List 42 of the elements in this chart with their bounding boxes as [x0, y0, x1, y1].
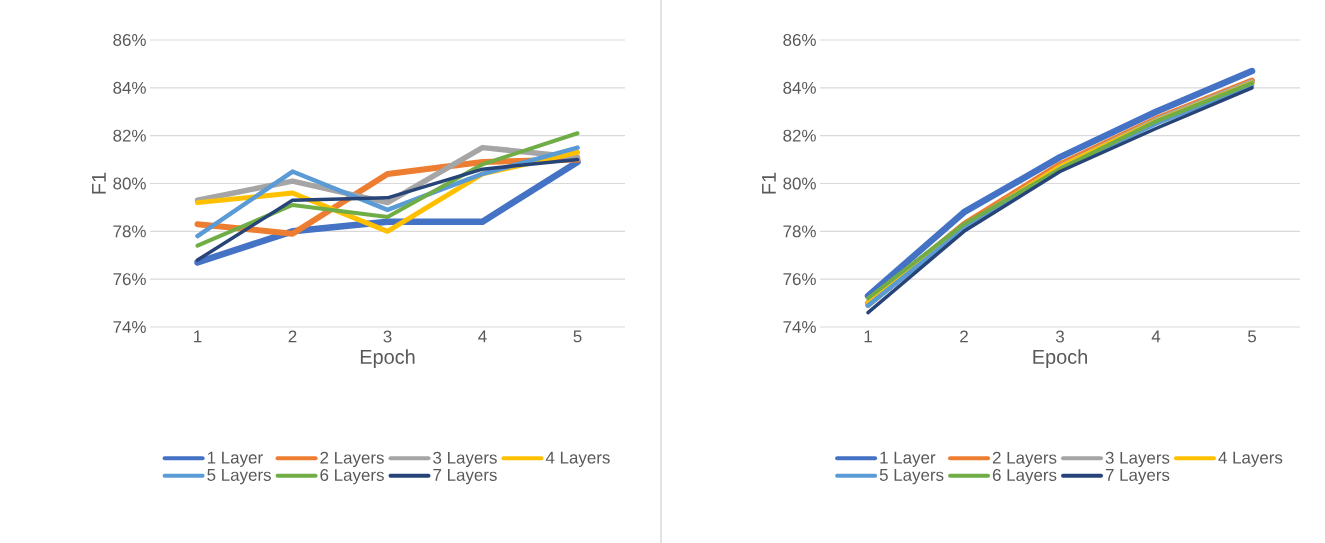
y-tick-label: 86%: [113, 33, 146, 46]
legend-label: 7 Layers: [1105, 469, 1170, 485]
y-tick-label: 74%: [783, 321, 816, 333]
y-axis-title: F1: [762, 172, 776, 194]
legend-label: 1 Layer: [207, 451, 263, 467]
y-tick-label: 82%: [113, 129, 146, 142]
legend-label: 1 Layer: [880, 451, 936, 467]
legend-label: 3 Layers: [433, 451, 497, 468]
legend-label: 7 Layers: [433, 469, 497, 485]
legend-label: 5 Layers: [207, 469, 271, 485]
x-tick-label: 4: [478, 330, 487, 343]
x-tick-label: 3: [383, 330, 392, 343]
legend-label: 5 Layers: [879, 469, 944, 485]
y-tick-label: 84%: [113, 81, 146, 94]
y-tick-label: 78%: [783, 225, 816, 238]
legend-label: 6 Layers: [992, 469, 1057, 485]
y-axis-title: F1: [92, 172, 106, 194]
x-tick-label: 4: [1151, 330, 1161, 343]
y-tick-label: 76%: [783, 273, 816, 286]
y-tick-label: 80%: [783, 177, 816, 190]
y-tick-label: 76%: [113, 273, 146, 286]
x-tick-label: 5: [573, 330, 582, 343]
x-tick-label: 2: [960, 330, 968, 343]
x-tick-label: 5: [1247, 330, 1257, 343]
x-tick-label: 1: [864, 330, 872, 343]
legend-label: 3 Layers: [1105, 451, 1170, 468]
x-axis-title: Epoch: [360, 349, 415, 368]
legend-label: 2 Layers: [320, 451, 384, 468]
x-tick-label: 1: [194, 330, 202, 343]
y-tick-label: 86%: [783, 33, 816, 46]
y-tick-label: 84%: [783, 81, 816, 94]
y-tick-label: 80%: [113, 177, 146, 190]
legend-label: 4 Layers: [545, 451, 610, 467]
y-tick-label: 82%: [783, 129, 816, 142]
x-axis-title: Epoch: [1033, 349, 1087, 368]
legend-label: 2 Layers: [992, 451, 1057, 468]
y-tick-label: 78%: [113, 225, 146, 238]
y-tick-label: 74%: [113, 321, 146, 333]
x-tick-label: 2: [288, 330, 297, 343]
legend-label: 6 Layers: [320, 469, 384, 485]
x-tick-label: 3: [1055, 330, 1064, 343]
legend-label: 4 Layers: [1218, 451, 1283, 467]
